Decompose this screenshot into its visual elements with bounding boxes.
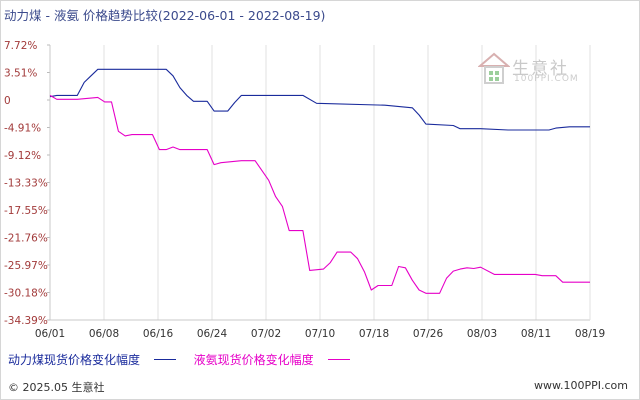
legend-label-coal: 动力煤现货价格变化幅度 [8,353,141,367]
y-tick-label: -4.91% [4,123,41,135]
x-tick-label: 06/16 [143,328,174,340]
y-tick-label: 7.72% [4,40,37,52]
watermark-name: 生意社 [512,59,569,79]
series-line-ammonia [49,94,590,294]
x-tick-label: 06/24 [197,328,228,340]
y-tick-label: -21.76% [4,233,48,245]
y-tick-label: -34.39% [4,315,48,327]
footer-website-link[interactable]: www.100PPI.com [534,379,628,392]
x-tick-label: 07/18 [359,328,389,340]
axis-layer [47,44,591,321]
legend-swatch-ammonia [327,359,350,360]
y-tick-label: -13.33% [4,178,48,190]
y-tick-label: -9.12% [4,150,41,162]
y-tick-label: 3.51% [4,68,37,80]
x-tick-label: 06/01 [35,328,65,340]
y-tick-label: -25.97% [4,260,48,272]
x-tick-label: 07/10 [305,328,335,340]
series-layer [49,68,590,294]
footer-copyright: © 2025.05 生意社 [8,381,105,394]
x-tick-label: 06/08 [89,328,119,340]
y-tick-label: -30.18% [4,288,48,300]
legend: 动力煤现货价格变化幅度 液氨现货价格变化幅度 [8,351,364,368]
x-tick-label: 08/11 [521,328,551,340]
watermark-site: 100PPI.COM [514,74,579,84]
y-tick-label: -17.55% [4,205,48,217]
y-tick-label: 0 [4,95,11,107]
legend-label-ammonia: 液氨现货价格变化幅度 [193,353,314,367]
tick-label-layer: 06/01 06/08 06/16 06/24 07/02 07/10 07/18 07/26… [4,40,605,340]
chart-title: 动力煤 - 液氨 价格趋势比较(2022-06-01 - 2022-08-19) [4,8,326,23]
house-logo-icon [477,52,511,84]
series-line-coal [49,68,590,131]
grid-layer [103,45,537,320]
x-tick-label: 08/03 [467,328,497,340]
x-tick-label: 07/02 [251,328,281,340]
x-tick-label: 08/19 [575,328,605,340]
x-tick-label: 07/26 [413,328,444,340]
watermark-logo: 生意社 100PPI.COM [477,52,579,90]
legend-swatch-coal [153,359,176,360]
